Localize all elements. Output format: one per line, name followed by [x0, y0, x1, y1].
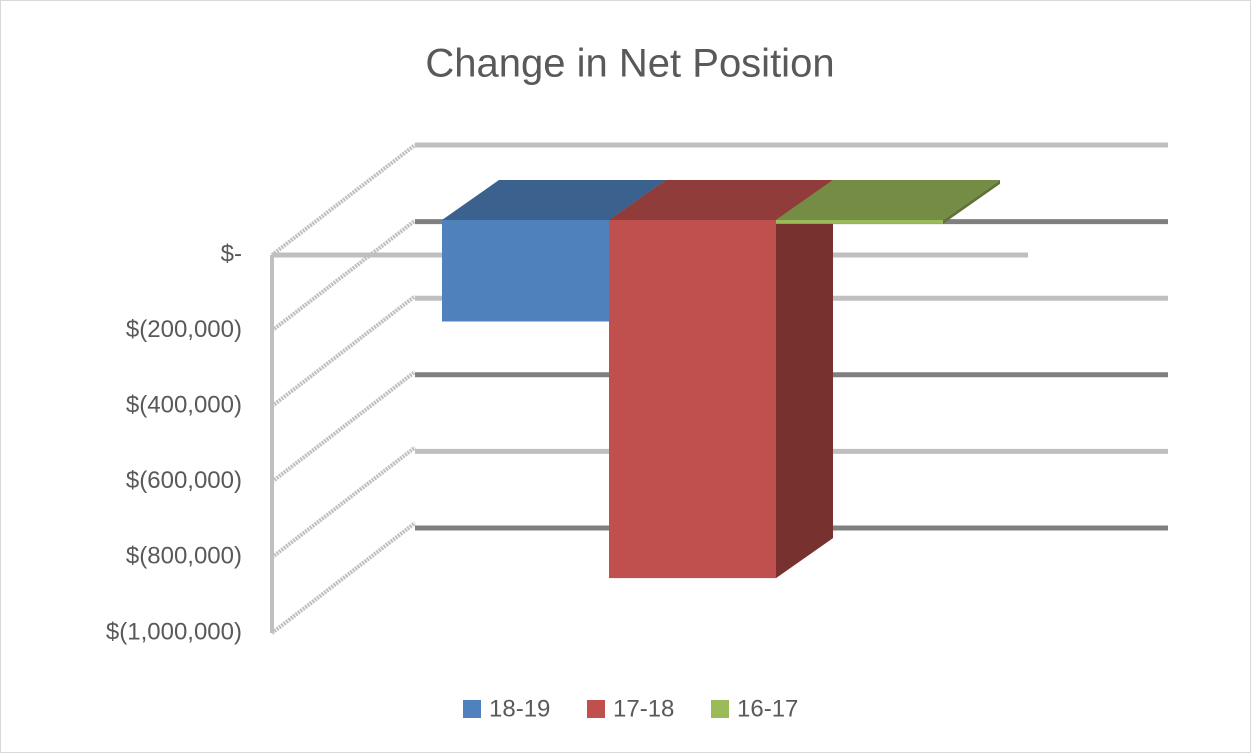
y-tick-label: $(800,000) — [126, 543, 242, 570]
bar-front — [442, 220, 609, 322]
side-grid-line — [270, 445, 417, 559]
y-tick-label: $- — [221, 240, 242, 267]
y-tick-label: $(400,000) — [126, 392, 242, 419]
bar-top — [442, 180, 666, 220]
side-grid-line — [270, 219, 417, 333]
bar-front — [776, 220, 943, 224]
bar-side — [943, 180, 1000, 224]
bar-top — [609, 180, 833, 220]
bar-top — [776, 180, 1000, 220]
side-grid-line — [270, 294, 417, 408]
chart-title: Change in Net Position — [425, 42, 834, 86]
side-grid-line — [270, 370, 417, 484]
legend-swatch — [711, 700, 729, 718]
legend-swatch — [587, 700, 605, 718]
bar-side — [776, 180, 833, 579]
legend-swatch — [463, 700, 481, 718]
bar-front — [609, 220, 776, 579]
legend-label: 16-17 — [737, 695, 798, 722]
y-tick-label: $(1,000,000) — [106, 618, 242, 645]
legend-label: 18-19 — [489, 695, 550, 722]
y-tick-label: $(600,000) — [126, 467, 242, 494]
side-grid-line — [270, 521, 417, 635]
side-grid-line — [270, 143, 417, 257]
y-tick-label: $(200,000) — [126, 316, 242, 343]
legend-label: 17-18 — [613, 695, 674, 722]
